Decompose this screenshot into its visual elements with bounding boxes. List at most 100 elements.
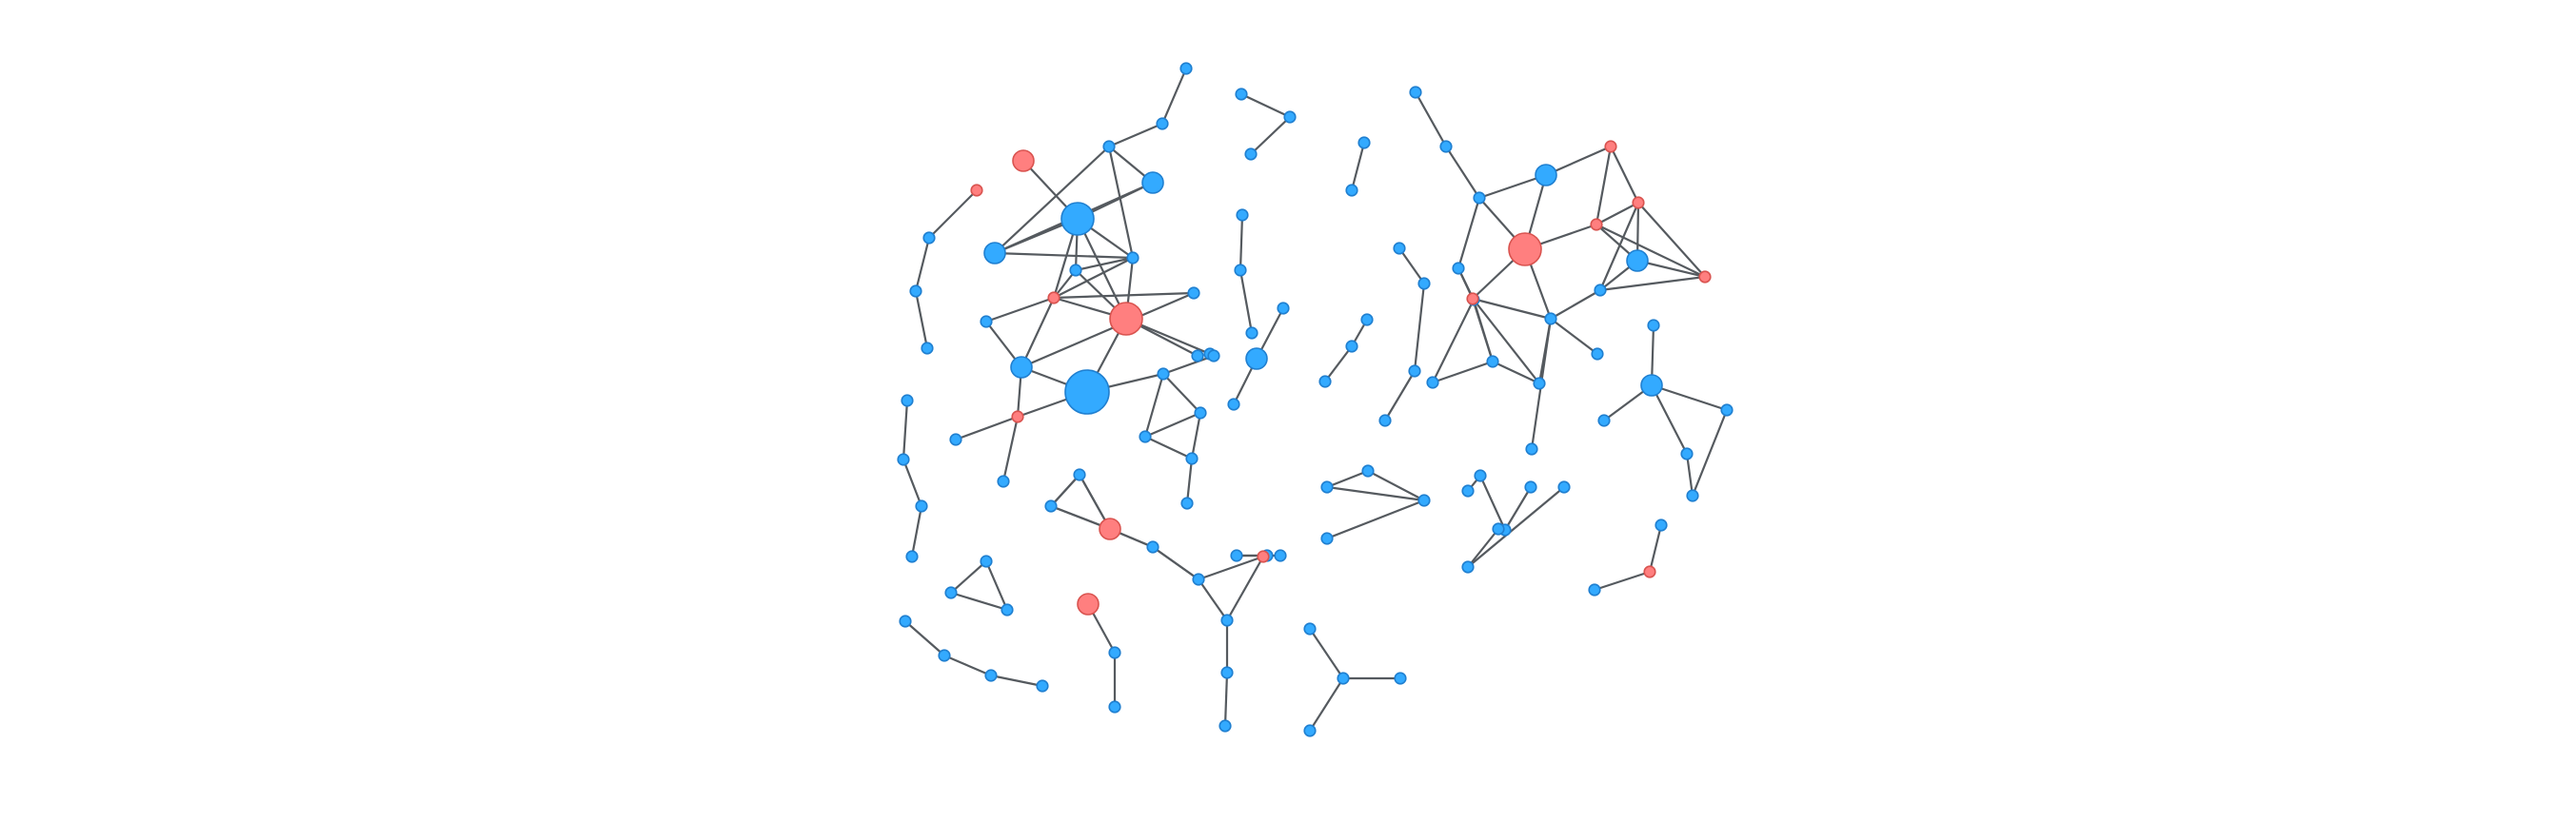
edge-p10-p19 bbox=[1550, 318, 1598, 355]
edge-p5-p6 bbox=[1432, 299, 1475, 383]
node-blue-a21 bbox=[1157, 367, 1170, 381]
node-blue-p2 bbox=[1439, 140, 1453, 153]
node-red-g3 bbox=[1099, 518, 1121, 540]
node-blue-q4 bbox=[1680, 447, 1694, 460]
edge-q4-q6 bbox=[1685, 453, 1694, 497]
edge-p9-p10 bbox=[1472, 297, 1552, 321]
node-blue-c1 bbox=[901, 394, 914, 407]
node-blue-l3 bbox=[1245, 326, 1258, 340]
edge-p14-p17 bbox=[1595, 224, 1706, 278]
node-blue-p16 bbox=[1594, 284, 1607, 297]
edge-n1-n3 bbox=[1326, 485, 1425, 502]
edge-c1-c2 bbox=[902, 400, 909, 460]
edge-p12-p13 bbox=[1545, 145, 1612, 177]
edge-a10-a12 bbox=[985, 296, 1055, 323]
edge-r1-r2 bbox=[1398, 247, 1425, 284]
edge-e2-e3 bbox=[943, 654, 992, 677]
edge-p6-p7 bbox=[1432, 360, 1494, 384]
node-blue-a6 bbox=[1060, 202, 1095, 236]
edge-p9-p7 bbox=[1471, 298, 1495, 362]
node-blue-a1 bbox=[1179, 62, 1193, 75]
edge-j4-j5 bbox=[1152, 546, 1199, 580]
edge-a21-a22 bbox=[1162, 354, 1215, 376]
node-blue-g1 bbox=[1044, 499, 1058, 513]
node-blue-a8 bbox=[1069, 264, 1082, 277]
node-blue-i2 bbox=[1245, 347, 1268, 370]
edge-a1-a2 bbox=[1160, 68, 1188, 125]
node-blue-a14 bbox=[1010, 356, 1033, 379]
node-blue-e3 bbox=[984, 669, 998, 682]
node-blue-p20 bbox=[1525, 442, 1538, 456]
edge-j6-j8 bbox=[1198, 555, 1264, 581]
node-blue-b3 bbox=[909, 284, 922, 298]
edge-p1-p2 bbox=[1415, 91, 1447, 147]
edge-c3-c4 bbox=[910, 505, 923, 558]
node-blue-r4 bbox=[1378, 414, 1392, 427]
node-blue-p3 bbox=[1473, 191, 1486, 205]
node-blue-t1 bbox=[1461, 484, 1475, 498]
node-blue-a9 bbox=[1126, 251, 1139, 264]
node-blue-m1 bbox=[1357, 136, 1371, 149]
node-blue-p18 bbox=[1626, 249, 1649, 272]
node-blue-b4 bbox=[921, 342, 934, 355]
edge-j7-j8 bbox=[1226, 556, 1264, 621]
node-blue-k3 bbox=[1244, 147, 1258, 161]
edge-a13-a14 bbox=[1020, 291, 1195, 369]
node-red-b1 bbox=[970, 184, 983, 197]
node-blue-s1 bbox=[1360, 313, 1374, 326]
edge-v2-v3 bbox=[1467, 528, 1499, 568]
edge-p16-p17 bbox=[1599, 275, 1706, 292]
node-blue-e1 bbox=[899, 615, 912, 628]
node-blue-n3 bbox=[1417, 494, 1431, 507]
edge-t3-t4 bbox=[1504, 486, 1532, 531]
node-blue-p8 bbox=[1533, 377, 1546, 390]
node-blue-u3 bbox=[1588, 583, 1601, 597]
node-blue-f3 bbox=[1108, 700, 1121, 714]
node-blue-a25 bbox=[1185, 452, 1199, 465]
node-blue-n1 bbox=[1320, 480, 1334, 494]
edge-k2-k3 bbox=[1250, 116, 1291, 155]
node-blue-a23 bbox=[1139, 430, 1152, 443]
node-blue-h3 bbox=[1274, 549, 1287, 562]
node-blue-c3 bbox=[915, 499, 928, 513]
edge-q5-q6 bbox=[1691, 409, 1729, 497]
node-blue-h2 bbox=[1230, 549, 1243, 562]
edge-e3-e4 bbox=[990, 674, 1043, 688]
edge-a16-a18 bbox=[1001, 416, 1020, 482]
node-blue-a18 bbox=[997, 475, 1010, 488]
edge-p2-p3 bbox=[1445, 146, 1480, 199]
node-blue-d3 bbox=[1001, 603, 1014, 616]
node-red-a5 bbox=[1012, 149, 1035, 172]
node-blue-j7 bbox=[1220, 614, 1234, 627]
node-blue-q1 bbox=[1647, 319, 1660, 332]
node-red-j8 bbox=[1257, 550, 1270, 563]
node-blue-q5 bbox=[1720, 403, 1734, 417]
edge-d3-d1 bbox=[984, 560, 1009, 611]
node-blue-g4 bbox=[1146, 540, 1159, 554]
edge-j6-j7 bbox=[1198, 578, 1228, 621]
edge-p5-p8 bbox=[1473, 299, 1540, 384]
node-blue-t2 bbox=[1474, 469, 1487, 482]
edge-k1-k2 bbox=[1240, 93, 1291, 118]
node-blue-r2 bbox=[1417, 277, 1431, 290]
edge-p17-p18 bbox=[1636, 259, 1706, 279]
edge-q2-q5 bbox=[1651, 383, 1728, 412]
node-blue-p7 bbox=[1486, 355, 1499, 368]
node-red-f1 bbox=[1077, 593, 1100, 616]
node-blue-k2 bbox=[1283, 110, 1297, 124]
edge-a23-a24 bbox=[1144, 411, 1201, 439]
node-blue-e2 bbox=[938, 649, 951, 662]
node-blue-j9 bbox=[1220, 666, 1234, 679]
edge-a9-a8 bbox=[1075, 256, 1134, 272]
node-blue-n4 bbox=[1320, 532, 1334, 545]
node-red-a11 bbox=[1109, 302, 1143, 336]
edge-u1-u2 bbox=[1648, 524, 1663, 573]
node-blue-q3 bbox=[1597, 414, 1611, 427]
edge-b1-b2 bbox=[928, 189, 978, 239]
edge-p14-p15 bbox=[1595, 202, 1639, 225]
edge-c2-c3 bbox=[902, 459, 923, 507]
edge-v1-v2 bbox=[1467, 486, 1565, 568]
edge-d1-d2 bbox=[950, 560, 987, 594]
edge-a7-a9 bbox=[994, 251, 1134, 260]
node-blue-p6 bbox=[1426, 376, 1439, 389]
